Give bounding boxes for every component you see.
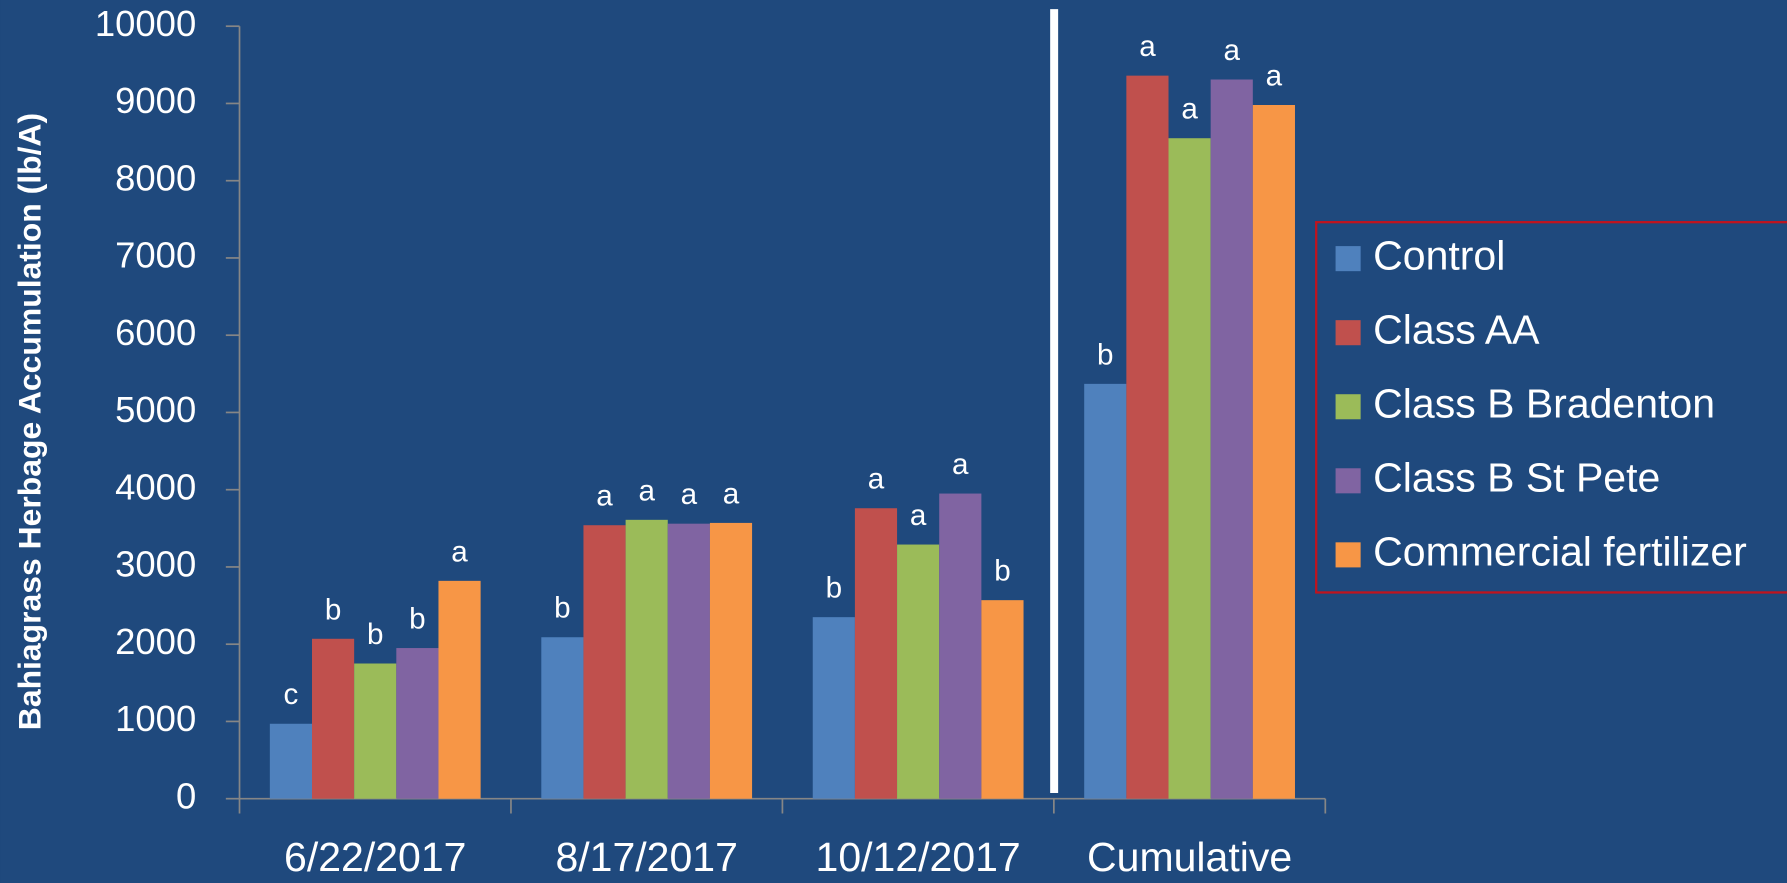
x-tick-label: Cumulative bbox=[1087, 834, 1292, 880]
y-tick-label: 8000 bbox=[115, 157, 196, 198]
y-tick-label: 4000 bbox=[115, 466, 196, 507]
legend-label: Commercial fertilizer bbox=[1373, 529, 1747, 575]
significance-letter: a bbox=[1181, 93, 1198, 126]
y-tick-label: 10000 bbox=[95, 3, 196, 44]
significance-letter: a bbox=[638, 474, 655, 507]
significance-letter: b bbox=[367, 618, 383, 651]
significance-letter: b bbox=[1097, 338, 1113, 371]
legend-swatch bbox=[1335, 468, 1361, 494]
legend-label: Class B Bradenton bbox=[1373, 381, 1715, 427]
bar bbox=[541, 637, 584, 799]
x-tick-label: 6/22/2017 bbox=[284, 834, 466, 880]
bar bbox=[709, 522, 753, 799]
bar bbox=[269, 723, 313, 799]
significance-letter: a bbox=[681, 478, 698, 511]
significance-letter: b bbox=[554, 592, 570, 625]
legend-swatch bbox=[1335, 394, 1361, 420]
significance-letter: a bbox=[596, 480, 613, 513]
bar bbox=[1210, 79, 1253, 799]
significance-letter: a bbox=[910, 499, 927, 532]
y-tick-label: 1000 bbox=[115, 698, 196, 739]
significance-letter: a bbox=[1224, 34, 1241, 67]
legend-label: Class AA bbox=[1373, 307, 1540, 353]
bar bbox=[812, 617, 855, 799]
legend-box bbox=[1315, 221, 1787, 594]
bar bbox=[1252, 104, 1295, 799]
y-tick-label: 3000 bbox=[115, 544, 196, 585]
bar bbox=[667, 523, 710, 799]
bar bbox=[396, 648, 439, 799]
bar bbox=[897, 544, 940, 799]
legend-swatch bbox=[1335, 246, 1361, 272]
y-tick-label: 9000 bbox=[115, 80, 196, 121]
x-tick-label: 10/12/2017 bbox=[816, 834, 1021, 880]
significance-letter: a bbox=[952, 448, 969, 481]
bar bbox=[354, 663, 397, 799]
y-tick-label: 2000 bbox=[115, 621, 196, 662]
bar bbox=[312, 638, 355, 799]
bar bbox=[939, 493, 982, 799]
bar bbox=[625, 519, 668, 799]
significance-letter: a bbox=[868, 463, 885, 496]
significance-letter: a bbox=[1139, 30, 1156, 63]
y-tick-label: 6000 bbox=[115, 312, 196, 353]
significance-letter: a bbox=[1266, 59, 1283, 92]
significance-letter: a bbox=[723, 477, 740, 510]
bar bbox=[583, 525, 626, 799]
y-tick-label: 5000 bbox=[115, 389, 196, 430]
legend-swatch bbox=[1335, 542, 1361, 568]
significance-letter: b bbox=[826, 572, 842, 605]
bar bbox=[854, 508, 898, 799]
y-axis-label: Bahiagrass Herbage Accumulation (lb/A) bbox=[12, 113, 48, 730]
bar bbox=[1084, 383, 1127, 799]
significance-letter: b bbox=[409, 603, 425, 636]
legend-label: Class B St Pete bbox=[1373, 455, 1660, 501]
y-tick-label: 7000 bbox=[115, 235, 196, 276]
significance-letter: b bbox=[325, 593, 341, 626]
bar bbox=[981, 600, 1024, 799]
bar bbox=[1126, 75, 1169, 799]
bar bbox=[438, 580, 481, 799]
legend-label: Control bbox=[1373, 232, 1505, 278]
significance-letter: b bbox=[994, 555, 1010, 588]
significance-letter: a bbox=[451, 535, 468, 568]
y-tick-label: 0 bbox=[176, 775, 196, 816]
legend-swatch bbox=[1335, 320, 1361, 346]
bar bbox=[1168, 138, 1211, 799]
significance-letter: c bbox=[284, 678, 299, 711]
x-tick-label: 8/17/2017 bbox=[555, 834, 737, 880]
